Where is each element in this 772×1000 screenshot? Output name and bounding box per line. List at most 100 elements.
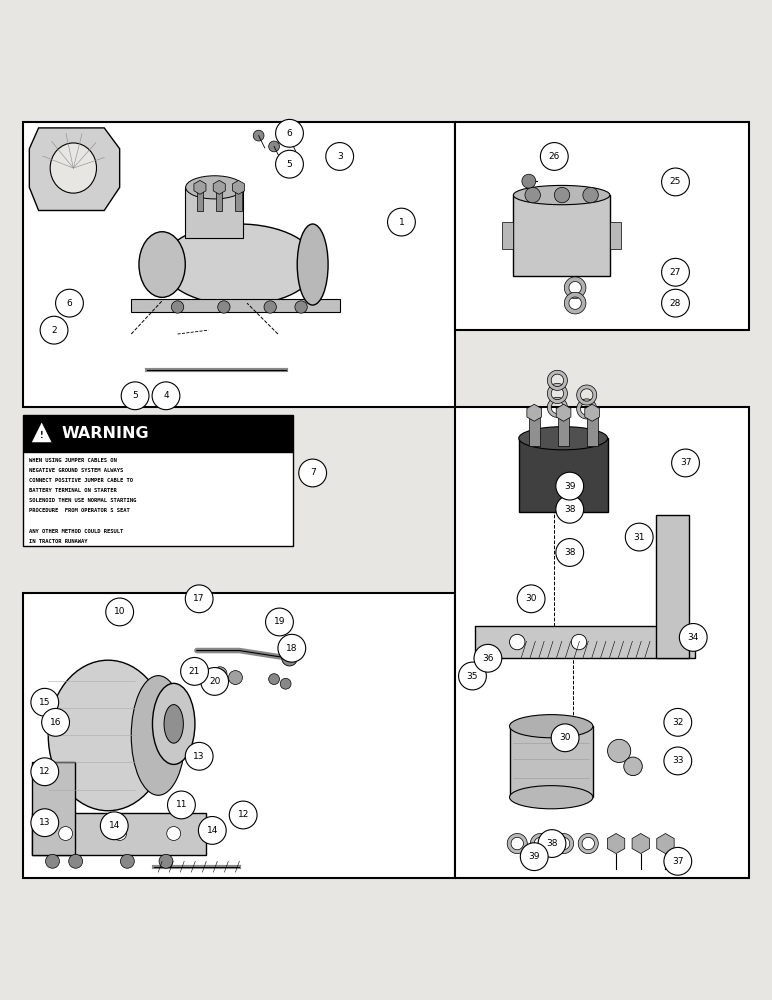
Circle shape xyxy=(56,289,83,317)
Circle shape xyxy=(583,187,598,203)
Text: 19: 19 xyxy=(274,617,285,626)
Circle shape xyxy=(106,598,134,626)
Text: 30: 30 xyxy=(526,594,537,603)
Text: 12: 12 xyxy=(39,767,50,776)
Circle shape xyxy=(538,830,566,857)
Text: 34: 34 xyxy=(688,633,699,642)
Text: 38: 38 xyxy=(564,505,575,514)
Bar xyxy=(587,417,598,446)
Text: !: ! xyxy=(40,431,43,440)
Circle shape xyxy=(664,708,692,736)
Circle shape xyxy=(624,757,642,776)
Circle shape xyxy=(59,827,73,840)
Polygon shape xyxy=(29,128,120,211)
Text: 12: 12 xyxy=(238,810,249,819)
Text: ANY OTHER METHOD COULD RESULT: ANY OTHER METHOD COULD RESULT xyxy=(29,529,124,534)
Circle shape xyxy=(517,585,545,613)
Circle shape xyxy=(269,141,279,152)
Circle shape xyxy=(46,854,59,868)
Ellipse shape xyxy=(50,143,96,193)
Text: 25: 25 xyxy=(670,177,681,186)
Ellipse shape xyxy=(519,427,608,450)
Polygon shape xyxy=(194,180,206,194)
Circle shape xyxy=(276,119,303,147)
Bar xyxy=(475,626,695,658)
Ellipse shape xyxy=(48,660,168,811)
Text: 35: 35 xyxy=(467,672,478,681)
Circle shape xyxy=(31,758,59,786)
Circle shape xyxy=(388,208,415,236)
Ellipse shape xyxy=(153,683,195,764)
Polygon shape xyxy=(527,404,542,421)
Circle shape xyxy=(551,724,579,752)
Bar xyxy=(235,191,242,211)
Circle shape xyxy=(167,827,181,840)
Circle shape xyxy=(664,847,692,875)
Text: 37: 37 xyxy=(672,857,683,866)
Circle shape xyxy=(253,130,264,141)
Circle shape xyxy=(608,739,631,762)
Bar xyxy=(23,593,455,878)
Text: 30: 30 xyxy=(560,733,571,742)
Circle shape xyxy=(459,662,486,690)
Bar xyxy=(513,195,610,276)
Text: 18: 18 xyxy=(286,644,297,653)
Text: 36: 36 xyxy=(482,654,493,663)
Circle shape xyxy=(474,644,502,672)
Circle shape xyxy=(229,671,242,685)
Text: NEGATIVE GROUND SYSTEM ALWAYS: NEGATIVE GROUND SYSTEM ALWAYS xyxy=(29,468,124,473)
Text: 13: 13 xyxy=(194,752,205,761)
Text: 4: 4 xyxy=(163,391,169,400)
Bar xyxy=(519,438,608,512)
Circle shape xyxy=(168,791,195,819)
Text: 39: 39 xyxy=(564,482,575,491)
Polygon shape xyxy=(213,180,225,194)
Ellipse shape xyxy=(139,232,185,297)
Bar xyxy=(23,415,293,452)
Text: 16: 16 xyxy=(50,718,61,727)
Text: 3: 3 xyxy=(337,152,343,161)
Text: 38: 38 xyxy=(564,548,575,557)
Circle shape xyxy=(218,301,230,313)
Text: 37: 37 xyxy=(680,458,691,467)
Bar xyxy=(455,122,749,330)
Bar xyxy=(558,417,569,446)
Circle shape xyxy=(571,634,587,650)
Bar xyxy=(656,515,689,658)
Text: 20: 20 xyxy=(209,677,220,686)
Text: 33: 33 xyxy=(672,756,683,765)
Circle shape xyxy=(100,812,128,840)
Circle shape xyxy=(278,634,306,662)
Text: 38: 38 xyxy=(547,839,557,848)
Circle shape xyxy=(69,854,83,868)
Text: 6: 6 xyxy=(66,299,73,308)
Bar xyxy=(216,191,222,211)
Circle shape xyxy=(556,495,584,523)
Circle shape xyxy=(522,174,536,188)
Circle shape xyxy=(229,801,257,829)
Text: 2: 2 xyxy=(51,326,57,335)
Text: PROCEDURE  FROM OPERATOR S SEAT: PROCEDURE FROM OPERATOR S SEAT xyxy=(29,508,130,513)
Circle shape xyxy=(540,143,568,170)
Text: 32: 32 xyxy=(672,718,683,727)
Bar xyxy=(23,452,293,546)
Circle shape xyxy=(201,668,229,695)
Bar xyxy=(23,122,455,407)
Circle shape xyxy=(42,708,69,736)
Circle shape xyxy=(556,539,584,566)
Bar xyxy=(197,191,203,211)
Polygon shape xyxy=(632,834,649,854)
Polygon shape xyxy=(657,834,674,854)
Text: 17: 17 xyxy=(194,594,205,603)
Text: 27: 27 xyxy=(670,268,681,277)
Circle shape xyxy=(664,747,692,775)
Circle shape xyxy=(284,133,295,144)
Circle shape xyxy=(120,854,134,868)
Circle shape xyxy=(181,657,208,685)
Text: 15: 15 xyxy=(39,698,50,707)
Circle shape xyxy=(264,301,276,313)
Bar xyxy=(455,407,749,878)
Circle shape xyxy=(662,258,689,286)
Ellipse shape xyxy=(185,176,244,199)
Text: 14: 14 xyxy=(207,826,218,835)
